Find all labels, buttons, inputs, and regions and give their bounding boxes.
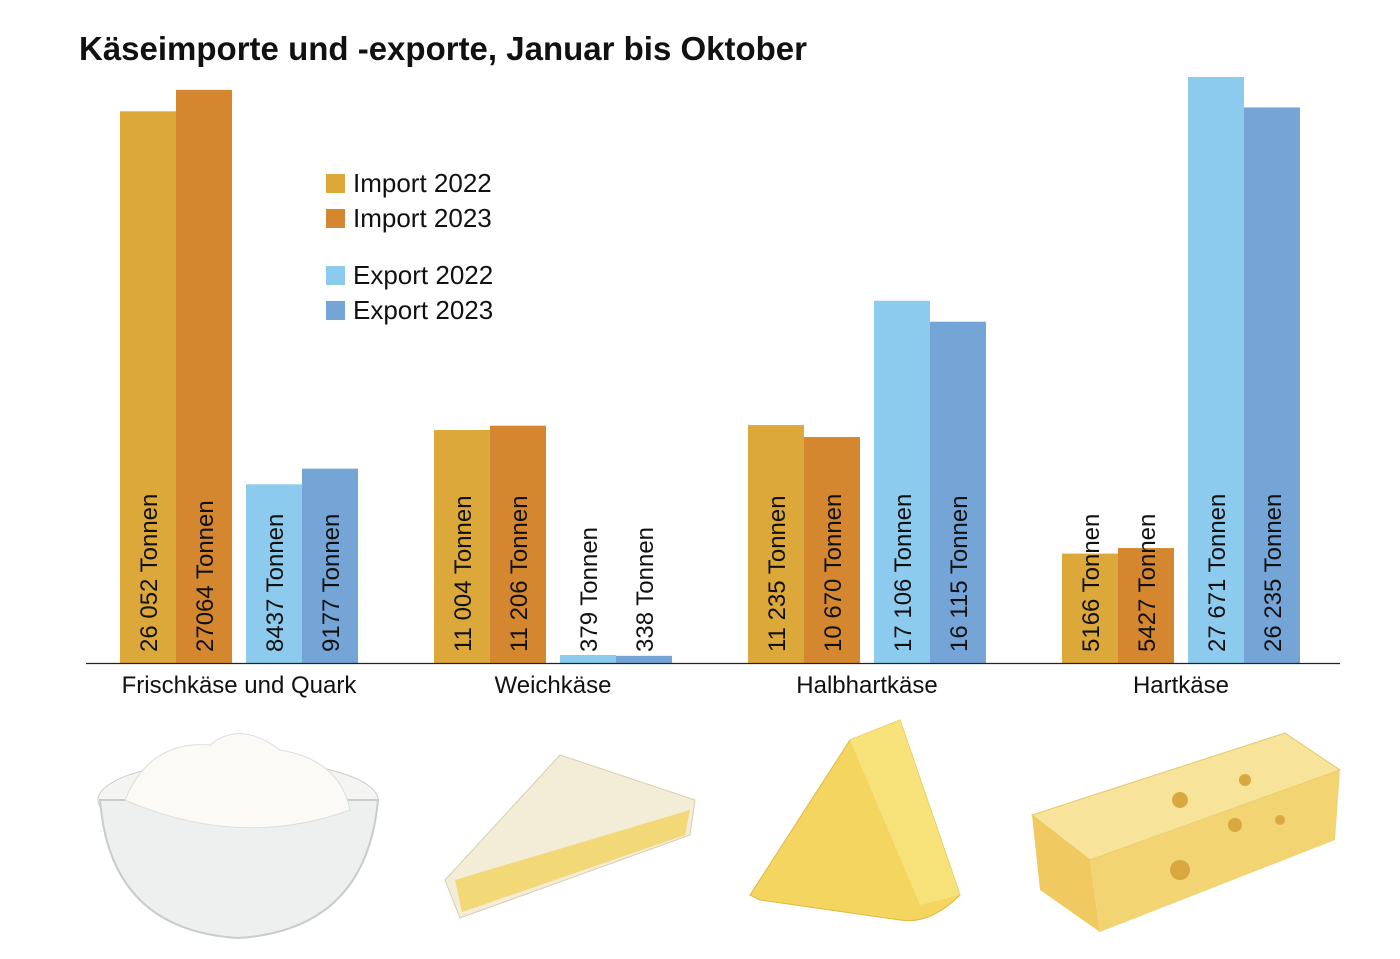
category-label: Halbhartkäse [796, 672, 937, 699]
hard-cheese-block-image [1030, 732, 1342, 932]
category-label: Hartkäse [1133, 672, 1229, 699]
bar [1188, 77, 1244, 663]
bar [302, 468, 358, 663]
bar [804, 437, 860, 663]
legend-item: Import 2023 [326, 203, 492, 233]
data-label: 9177 Tonnen [318, 514, 345, 652]
bar [560, 654, 616, 663]
brie-wedge-image [444, 754, 696, 919]
bar [1062, 553, 1118, 663]
bar [176, 89, 232, 664]
bar [434, 429, 490, 663]
legend-label: Export 2022 [353, 260, 493, 290]
legend-swatch [326, 266, 345, 285]
bar [490, 425, 546, 663]
category-label: Frischkäse und Quark [122, 672, 358, 699]
data-label: 379 Tonnen [576, 527, 603, 652]
data-label: 338 Tonnen [632, 527, 659, 652]
data-label: 26 052 Tonnen [136, 494, 163, 652]
data-label: 8437 Tonnen [262, 514, 289, 652]
data-label: 5427 Tonnen [1134, 514, 1161, 652]
data-label: 10 670 Tonnen [820, 494, 847, 652]
legend-swatch [326, 174, 345, 193]
cream-cheese-bowl-image [97, 733, 380, 940]
bar [616, 655, 672, 663]
legend-swatch [326, 301, 345, 320]
data-label: 11 235 Tonnen [764, 495, 791, 652]
legend-label: Import 2023 [353, 203, 492, 233]
chart-title: Käseimporte und -exporte, Januar bis Okt… [79, 30, 807, 67]
legend-label: Export 2023 [353, 295, 493, 325]
bar [874, 300, 930, 663]
data-label: 16 115 Tonnen [946, 495, 973, 652]
legend-label: Import 2022 [353, 168, 492, 198]
bar [120, 111, 176, 664]
data-label: 27064 Tonnen [192, 500, 219, 652]
data-label: 11 004 Tonnen [450, 495, 477, 652]
data-label: 5166 Tonnen [1078, 514, 1105, 652]
legend-swatch [326, 209, 345, 228]
legend-item: Import 2022 [326, 168, 492, 198]
data-label: 17 106 Tonnen [890, 494, 917, 652]
category-label: Weichkäse [495, 672, 612, 699]
bar [246, 484, 302, 663]
semi-hard-cheese-image [749, 719, 961, 922]
bar [1118, 548, 1174, 663]
bar [930, 321, 986, 663]
bar [748, 425, 804, 663]
legend-item: Export 2022 [326, 260, 493, 290]
legend-item: Export 2023 [326, 295, 493, 325]
data-label: 11 206 Tonnen [506, 495, 533, 652]
data-label: 27 671 Tonnen [1204, 494, 1231, 652]
data-label: 26 235 Tonnen [1260, 494, 1287, 652]
bar [1244, 107, 1300, 663]
